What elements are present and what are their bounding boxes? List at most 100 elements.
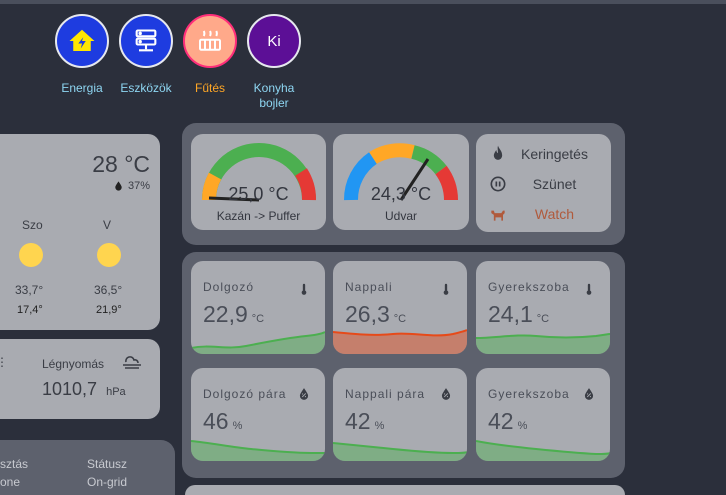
status-col1-value: one: [0, 475, 21, 489]
weather-day-name: V: [103, 218, 112, 232]
sun-icon: [19, 243, 43, 267]
sensor-graph: [333, 329, 467, 354]
pressure-label: Légnyomás: [42, 357, 105, 371]
gauge-card-kazan[interactable]: 25,0 °C Kazán -> Puffer: [191, 134, 326, 230]
sensor-title: Dolgozó pára: [203, 387, 287, 401]
sensor-graph: [476, 333, 610, 354]
sensor-card[interactable]: Gyerekszoba 42%: [476, 368, 610, 461]
ki-text-icon: Ki: [247, 14, 301, 68]
controls-card: Keringetés Szünet Watch: [476, 134, 611, 232]
status-col1-label: sztás: [0, 457, 29, 471]
inverter-panel: sztás one Státusz On-grid: [0, 440, 175, 495]
control-watch[interactable]: Watch: [488, 200, 601, 228]
gauge-value: 24,3 °C: [370, 184, 432, 204]
nav-konyha-bojler[interactable]: Ki Konyha bojler: [239, 14, 309, 111]
sensor-card[interactable]: Nappali pára 42%: [333, 368, 467, 461]
status-col2-label: Státusz: [87, 457, 128, 471]
nav-label: Energia: [61, 81, 103, 95]
pressure-card[interactable]: ⋮ Légnyomás 1010,7 hPa: [0, 339, 160, 419]
nav-label: Fűtés: [194, 81, 225, 95]
water-percent-icon: [115, 181, 122, 191]
control-label: Watch: [534, 206, 575, 222]
sensor-value-row: 24,1 °C: [488, 301, 549, 328]
gauge-kazan: [201, 143, 316, 202]
radiator-icon: [183, 14, 237, 68]
ki-text: Ki: [267, 32, 281, 50]
home-lightning-icon: [55, 14, 109, 68]
control-szunet[interactable]: Szünet: [488, 170, 601, 198]
next-card: [185, 485, 625, 495]
gauge-label: Udvar: [384, 209, 417, 223]
sensor-graph: [191, 440, 325, 461]
top-bar: [0, 0, 726, 4]
nav-futes[interactable]: Fűtés: [175, 14, 245, 96]
sensor-card[interactable]: Dolgozó pára 46%: [191, 368, 325, 461]
gauge-card-udvar[interactable]: 24,3 °C Udvar: [333, 134, 469, 230]
sensor-value: 24,1: [488, 301, 533, 327]
sun-icon: [97, 243, 121, 267]
sensor-graph: [476, 440, 610, 461]
sensor-card[interactable]: Gyerekszoba 24,1 °C: [476, 261, 610, 354]
weather-temp: 28 °C: [92, 151, 150, 177]
water-percent-icon: [582, 386, 596, 407]
gauge-label: Kazán -> Puffer: [216, 209, 301, 223]
thermometer-icon: [582, 279, 596, 304]
sensor-title: Gyerekszoba: [488, 387, 570, 401]
sensor-title: Nappali: [345, 280, 393, 294]
weather-humidity: 37%: [127, 180, 150, 192]
sensor-value-row: 46%: [203, 408, 242, 435]
weather-humidity-row: 37%: [113, 180, 150, 192]
fire-icon: [493, 145, 503, 160]
sensor-value: 26,3: [345, 301, 390, 327]
weather-high: 36,5°: [94, 283, 123, 297]
water-percent-icon: [439, 386, 453, 407]
nav-label: Konyha bojler: [253, 81, 295, 110]
nav-energia[interactable]: Energia: [47, 14, 117, 96]
nav-label: Eszközök: [120, 81, 172, 95]
sensor-graph: [191, 331, 325, 354]
weather-fog-icon: [123, 356, 141, 369]
sensor-value-row: 42%: [488, 408, 527, 435]
water-percent-icon: [297, 386, 311, 407]
control-keringetes[interactable]: Keringetés: [488, 140, 601, 168]
server-icon: [119, 14, 173, 68]
sensor-unit: %: [232, 420, 243, 432]
weather-low: 17,4°: [17, 304, 43, 316]
sensor-unit: °C: [536, 313, 550, 325]
sensor-value: 42: [345, 408, 371, 434]
sensor-title: Nappali pára: [345, 387, 426, 401]
sensor-graph: [333, 442, 467, 461]
pause-circle-icon: [490, 176, 506, 192]
pressure-unit: hPa: [106, 386, 126, 398]
sensor-unit: °C: [251, 313, 265, 325]
nav-eszkozok[interactable]: Eszközök: [111, 14, 181, 96]
pressure-value-row: 1010,7 hPa: [42, 379, 126, 400]
sensor-unit: °C: [393, 313, 407, 325]
sensor-title: Gyerekszoba: [488, 280, 570, 294]
gauge-value: 25,0 °C: [228, 184, 289, 204]
sensor-value: 22,9: [203, 301, 248, 327]
sensor-card[interactable]: Nappali 26,3 °C: [333, 261, 467, 354]
sensor-value: 46: [203, 408, 229, 434]
sensor-value-row: 26,3 °C: [345, 301, 406, 328]
sensor-unit: %: [517, 420, 528, 432]
control-label: Szünet: [532, 176, 577, 192]
sensor-value-row: 42%: [345, 408, 384, 435]
sensor-value-row: 22,9 °C: [203, 301, 264, 328]
dog-icon: [491, 210, 505, 221]
pressure-dot-icon: ⋮: [0, 355, 8, 369]
sensor-card[interactable]: Dolgozó 22,9 °C: [191, 261, 325, 354]
gauge-udvar: [343, 143, 458, 201]
sensor-title: Dolgozó: [203, 280, 255, 294]
sensor-value: 42: [488, 408, 514, 434]
control-label: Keringetés: [521, 146, 588, 162]
sensor-unit: %: [374, 420, 385, 432]
pressure-value: 1010,7: [42, 379, 98, 399]
weather-high: 33,7°: [15, 283, 44, 297]
thermometer-icon: [439, 279, 453, 304]
weather-day-name: Szo: [22, 218, 43, 232]
thermometer-icon: [297, 279, 311, 304]
weather-card[interactable]: 28 °C 37% Szo V 33,7° 36,5° 17,4° 21,9°: [0, 134, 160, 330]
weather-low: 21,9°: [96, 304, 122, 316]
status-col2-value: On-grid: [87, 475, 128, 489]
